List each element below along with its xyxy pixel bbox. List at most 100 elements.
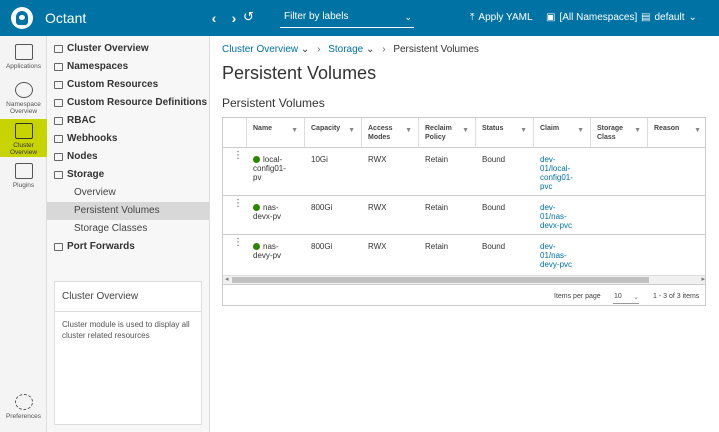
chevron-down-icon[interactable]: ⌄ xyxy=(366,44,375,55)
scroll-left-icon[interactable]: ◂ xyxy=(225,276,229,283)
page-size-select[interactable]: 10 ⌄ xyxy=(613,290,639,304)
history-icon[interactable]: ↺ xyxy=(243,9,254,24)
apply-yaml-button[interactable]: ⤒ Apply YAML xyxy=(470,12,533,23)
context-selector[interactable]: ▤ default ⌄ xyxy=(641,12,697,23)
rail-item-cluster-overview[interactable]: Cluster Overview xyxy=(0,119,47,157)
table-footer: Items per page 10 ⌄ 1 - 3 of 3 items xyxy=(223,284,705,305)
puzzle-icon xyxy=(14,163,33,179)
sidebar-item-rbac[interactable]: RBAC xyxy=(47,112,209,130)
filter-icon[interactable]: ▼ xyxy=(291,127,298,134)
claim-link[interactable]: dev- 01/nas- devy-pvc xyxy=(540,242,573,269)
breadcrumb-storage[interactable]: Storage xyxy=(328,44,364,55)
nodes-icon xyxy=(54,153,63,161)
access-modes-cell: RWX xyxy=(368,155,387,164)
breadcrumb-cluster-overview[interactable]: Cluster Overview xyxy=(222,44,299,55)
namespace-selector[interactable]: ▣ [All Namespaces] xyxy=(546,12,637,23)
column-header-capacity[interactable]: Capacity ▼ xyxy=(304,118,361,148)
info-card-text: Cluster module is used to display all cl… xyxy=(62,320,190,340)
filter-icon[interactable]: ▼ xyxy=(348,127,355,134)
filter-icon[interactable]: ▼ xyxy=(634,127,641,134)
back-arrow-icon[interactable]: ‹ xyxy=(211,10,217,26)
sidebar-subitem-storage-classes[interactable]: Storage Classes xyxy=(74,223,148,234)
label-filter-text: Filter by labels xyxy=(284,11,349,22)
sidebar-subitem-overview[interactable]: Overview xyxy=(74,187,116,198)
rail-item-preferences[interactable]: Preferences xyxy=(0,394,47,424)
rail-item-applications[interactable]: Applications xyxy=(0,44,47,82)
capacity-cell: 800Gi xyxy=(311,242,333,251)
column-header-access-modes[interactable]: Access Modes ▼ xyxy=(361,118,418,148)
filter-icon[interactable]: ▼ xyxy=(405,127,412,134)
namespace-icon: ▣ xyxy=(546,12,556,23)
context-icon: ▤ xyxy=(641,12,651,23)
chevron-down-icon: ⌄ xyxy=(688,12,697,23)
filter-icon[interactable]: ▼ xyxy=(520,127,527,134)
row-menu-icon[interactable]: ⋮ xyxy=(233,198,243,209)
filter-icon[interactable]: ▼ xyxy=(694,127,701,134)
sidebar-item-cluster-overview[interactable]: Cluster Overview xyxy=(47,40,209,58)
table-row: ⋮ nas- devx-pv 800Gi RWX Retain Bound de… xyxy=(223,196,705,235)
octant-logo-icon[interactable] xyxy=(11,7,33,29)
breadcrumb-separator: › xyxy=(382,44,386,55)
rail-item-namespace-overview[interactable]: Namespace Overview xyxy=(0,82,47,118)
horizontal-scrollbar[interactable]: ◂ ▸ xyxy=(223,275,705,284)
column-header-reclaim-policy[interactable]: Reclaim Policy ▼ xyxy=(418,118,475,148)
upload-icon: ⤒ xyxy=(470,12,475,23)
volume-name-link[interactable]: nas- xyxy=(263,203,279,212)
column-header-claim[interactable]: Claim ▼ xyxy=(533,118,590,148)
column-header-status[interactable]: Status ▼ xyxy=(475,118,533,148)
section-title: Persistent Volumes xyxy=(222,96,325,110)
persistent-volumes-table: Name ▼ Capacity ▼ Access Modes ▼ Reclaim P… xyxy=(222,117,706,306)
table-row: ⋮ local- config01- pv 10Gi RWX Retain Bo… xyxy=(223,148,705,196)
table-row: ⋮ nas- devy-pv 800Gi RWX Retain Bound de… xyxy=(233,237,573,270)
page-title: Persistent Volumes xyxy=(222,63,377,83)
webhooks-icon xyxy=(54,135,63,143)
access-modes-cell: RWX xyxy=(368,203,387,212)
cluster-icon xyxy=(14,123,33,139)
sidebar-item-custom-resources[interactable]: Custom Resources xyxy=(47,76,209,94)
sidebar-item-crd[interactable]: Custom Resource Definitions xyxy=(47,94,209,112)
sidebar-subitem-persistent-volumes[interactable]: Persistent Volumes xyxy=(47,202,209,220)
rbac-icon xyxy=(54,117,63,125)
forward-arrow-icon[interactable]: › xyxy=(231,10,237,26)
storage-icon xyxy=(54,171,63,179)
volume-name-link[interactable]: local- xyxy=(263,155,283,164)
sidebar-item-port-forwards[interactable]: Port Forwards xyxy=(47,238,209,256)
custom-resources-icon xyxy=(54,81,63,89)
reclaim-policy-cell: Retain xyxy=(425,242,449,251)
claim-link[interactable]: dev- 01/local- config01- pvc xyxy=(540,155,573,191)
volume-name-link[interactable]: nas- xyxy=(263,242,279,251)
namespaces-icon xyxy=(54,63,63,71)
chevron-down-icon: ⌄ xyxy=(404,12,412,22)
column-header-storage-class[interactable]: Storage Class ▼ xyxy=(590,118,647,148)
gear-icon xyxy=(14,394,33,410)
scroll-right-icon[interactable]: ▸ xyxy=(701,276,705,283)
column-header-name[interactable]: Name ▼ xyxy=(246,118,304,148)
status-ok-icon xyxy=(253,243,260,250)
filter-icon[interactable]: ▼ xyxy=(462,127,469,134)
port-forward-icon xyxy=(54,243,63,251)
rail-item-plugins[interactable]: Plugins xyxy=(0,163,47,193)
label-filter-dropdown[interactable]: Filter by labels ⌄ xyxy=(280,8,414,28)
sidebar-item-nodes[interactable]: Nodes xyxy=(47,148,209,166)
breadcrumb-current: Persistent Volumes xyxy=(393,44,479,55)
breadcrumb: Cluster Overview ⌄ › Storage ⌄ › Persist… xyxy=(222,44,479,55)
app-title: Octant xyxy=(45,10,87,26)
status-cell: Bound xyxy=(482,155,506,164)
main-content: Cluster Overview ⌄ › Storage ⌄ › Persist… xyxy=(210,36,719,432)
module-info-card: Cluster Overview Cluster module is used … xyxy=(54,281,202,425)
row-menu-icon[interactable]: ⋮ xyxy=(233,150,243,161)
row-menu-icon[interactable]: ⋮ xyxy=(233,237,243,248)
chevron-down-icon[interactable]: ⌄ xyxy=(300,44,310,55)
capacity-cell: 800Gi xyxy=(311,203,333,212)
column-header-reason[interactable]: Reason ▼ xyxy=(647,118,705,148)
status-cell: Bound xyxy=(482,242,506,251)
items-per-page-label: Items per page xyxy=(554,293,601,300)
claim-link[interactable]: dev- 01/nas- devx-pvc xyxy=(540,203,573,230)
filter-icon[interactable]: ▼ xyxy=(577,127,584,134)
module-rail: Applications Namespace Overview Cluster … xyxy=(0,36,47,432)
reclaim-policy-cell: Retain xyxy=(425,155,449,164)
sidebar-item-webhooks[interactable]: Webhooks xyxy=(47,130,209,148)
sidebar-item-storage[interactable]: Storage xyxy=(47,166,209,184)
scrollbar-thumb[interactable] xyxy=(232,277,649,283)
sidebar-item-namespaces[interactable]: Namespaces xyxy=(47,58,209,76)
